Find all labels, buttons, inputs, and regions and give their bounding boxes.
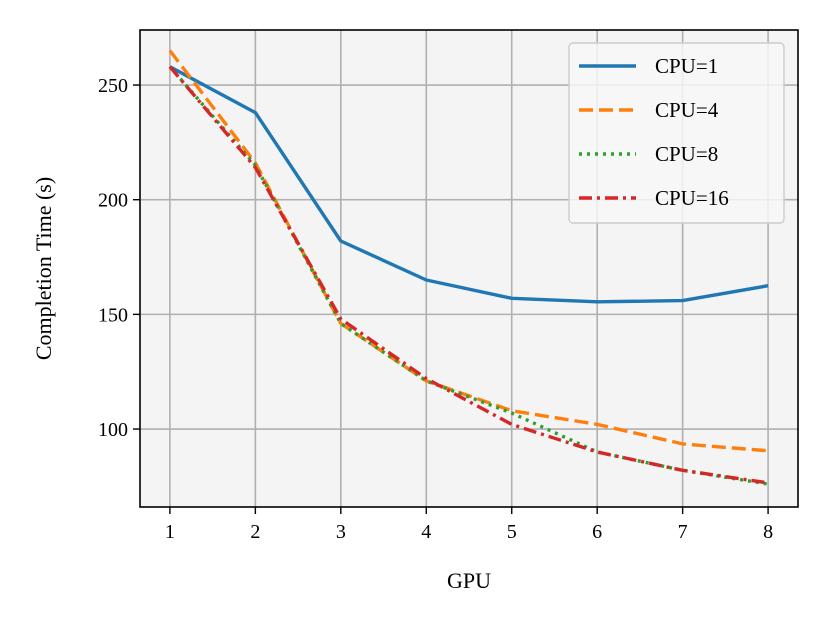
legend-label: CPU=1	[655, 54, 718, 78]
legend-label: CPU=4	[655, 98, 719, 122]
x-tick-label: 1	[165, 521, 175, 543]
series-line-cpu-16	[168, 65, 769, 485]
x-tick-label: 3	[336, 521, 346, 543]
legend-label: CPU=8	[655, 142, 718, 166]
y-axis: 100 150 200 250	[98, 75, 140, 441]
x-axis-label: GPU	[447, 568, 491, 593]
x-tick-label: 8	[763, 521, 773, 543]
y-axis-label: Completion Time (s)	[31, 177, 56, 360]
x-axis: 1 2 3 4 5 6 7 8	[165, 507, 773, 543]
y-tick-label: 100	[98, 419, 128, 441]
y-tick-label: 150	[98, 304, 128, 326]
x-tick-label: 5	[507, 521, 517, 543]
legend-label: CPU=16	[655, 186, 729, 210]
x-tick-label: 2	[250, 521, 260, 543]
x-tick-label: 7	[678, 521, 688, 543]
x-tick-label: 4	[421, 521, 431, 543]
plot-frame	[139, 29, 799, 508]
legend: CPU=1 CPU=4 CPU=8 CPU=16	[568, 42, 785, 224]
series-lines	[168, 49, 769, 486]
legend-box	[568, 42, 785, 224]
series-line-cpu-1	[169, 65, 769, 304]
y-tick-label: 250	[98, 75, 128, 97]
x-tick-label: 6	[592, 521, 602, 543]
y-tick-label: 200	[98, 190, 128, 212]
